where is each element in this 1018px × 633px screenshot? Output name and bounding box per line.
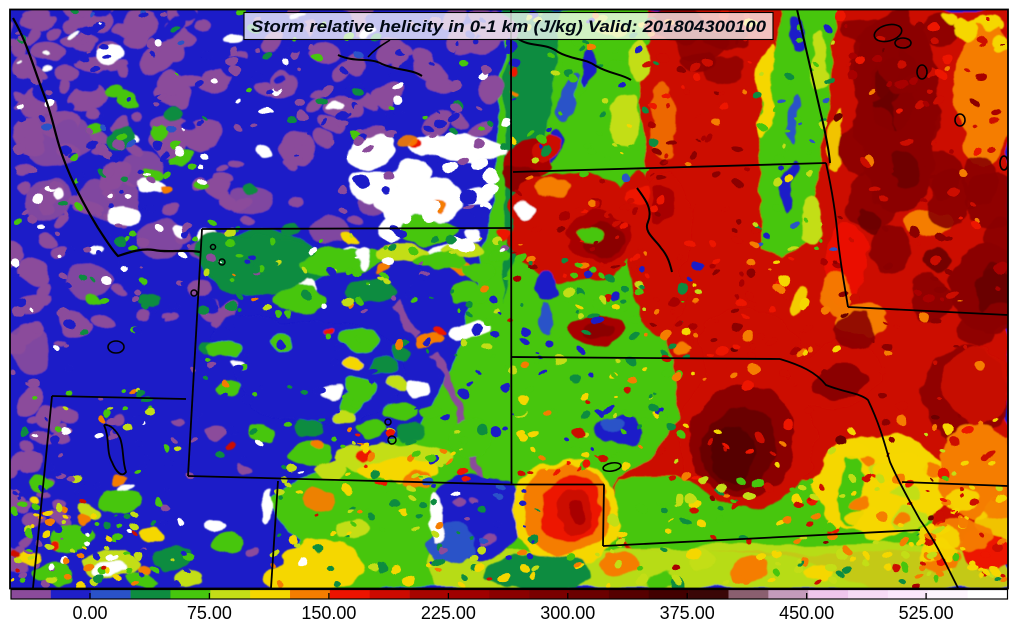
svg-text:0.00: 0.00 (72, 603, 107, 623)
svg-text:75.00: 75.00 (187, 603, 232, 623)
svg-text:450.00: 450.00 (779, 603, 834, 623)
svg-text:150.00: 150.00 (301, 603, 356, 623)
svg-text:300.00: 300.00 (540, 603, 595, 623)
svg-text:Storm relative helicity in 0-1: Storm relative helicity in 0-1 km (J/kg)… (251, 18, 767, 36)
svg-text:525.00: 525.00 (899, 603, 954, 623)
svg-text:225.00: 225.00 (421, 603, 476, 623)
svg-text:375.00: 375.00 (660, 603, 715, 623)
